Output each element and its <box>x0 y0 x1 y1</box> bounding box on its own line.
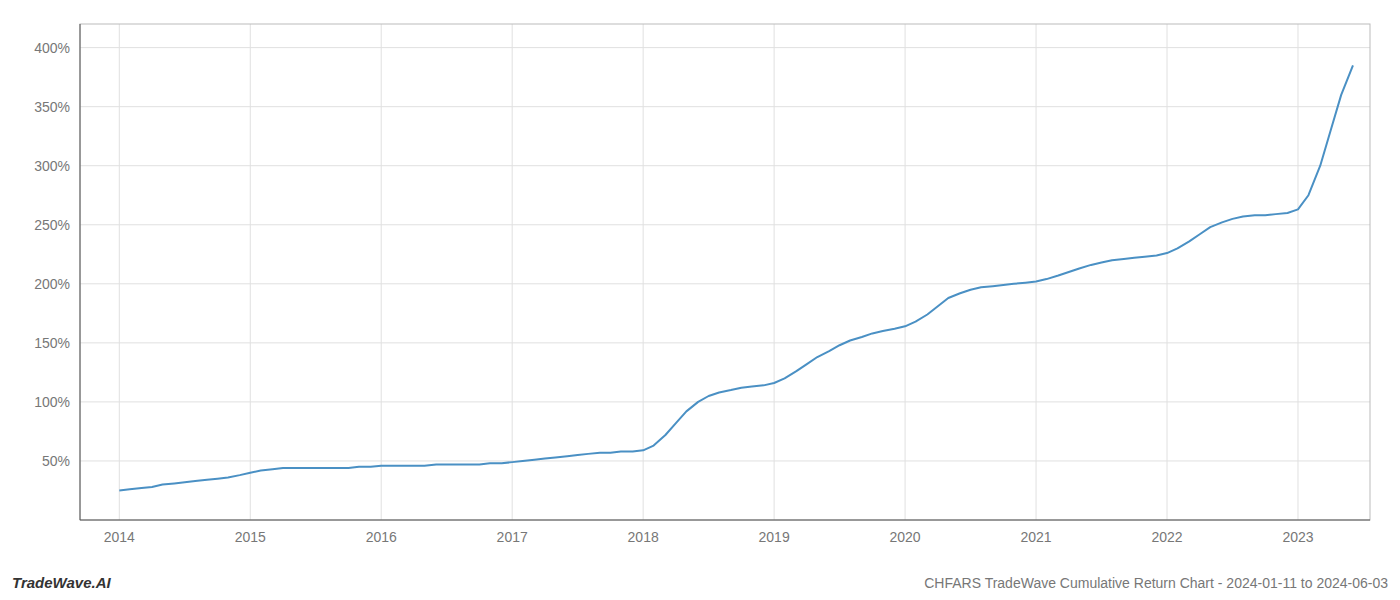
y-tick-label: 350% <box>34 99 70 115</box>
y-grid-line <box>80 165 1370 166</box>
x-tick-label: 2021 <box>1020 529 1051 545</box>
x-grid-line <box>381 24 382 520</box>
x-grid-line <box>119 24 120 520</box>
data-area <box>119 65 1353 490</box>
y-axis-line <box>80 24 81 520</box>
y-tick-label: 250% <box>34 217 70 233</box>
chart: 2014 2015 2016 2017 2018 2019 2020 2021 2022 2023… <box>0 0 1400 600</box>
x-grid-line <box>1036 24 1037 520</box>
x-grid-line <box>643 24 644 520</box>
y-grid-line <box>80 224 1370 225</box>
x-tick-label: 2018 <box>628 529 659 545</box>
y-grid-line <box>80 106 1370 107</box>
x-grid-line <box>1167 24 1168 520</box>
y-tick-label: 300% <box>34 158 70 174</box>
x-tick-label: 2015 <box>235 529 266 545</box>
grid <box>80 24 1370 520</box>
y-grid-line <box>80 47 1370 48</box>
tick-labels: 2014 2015 2016 2017 2018 2019 2020 2021 2022 2023… <box>34 40 1314 545</box>
y-tick-label: 150% <box>34 335 70 351</box>
y-tick-label: 400% <box>34 40 70 56</box>
x-axis-line <box>80 520 1370 521</box>
x-tick-label: 2022 <box>1151 529 1182 545</box>
x-grid-line <box>905 24 906 520</box>
y-grid-line <box>80 460 1370 461</box>
x-tick-label: 2019 <box>759 529 790 545</box>
y-tick-label: 100% <box>34 394 70 410</box>
x-tick-label: 2016 <box>366 529 397 545</box>
line <box>119 65 1353 490</box>
y-grid-line <box>80 401 1370 402</box>
watermark: TradeWave.AI <box>12 574 111 591</box>
y-grid-line <box>80 283 1370 284</box>
x-grid-line <box>774 24 775 520</box>
x-grid-line <box>512 24 513 520</box>
y-tick-label: 50% <box>42 453 70 469</box>
x-tick-label: 2020 <box>889 529 920 545</box>
x-tick-label: 2014 <box>104 529 135 545</box>
y-grid-line <box>80 342 1370 343</box>
title: CHFARS TradeWave Cumulative Return Chart… <box>924 575 1388 591</box>
x-grid-line <box>1297 24 1298 520</box>
x-grid-line <box>250 24 251 520</box>
x-tick-label: 2023 <box>1282 529 1313 545</box>
x-tick-label: 2017 <box>497 529 528 545</box>
plot-frame <box>80 24 1370 520</box>
y-tick-label: 200% <box>34 276 70 292</box>
